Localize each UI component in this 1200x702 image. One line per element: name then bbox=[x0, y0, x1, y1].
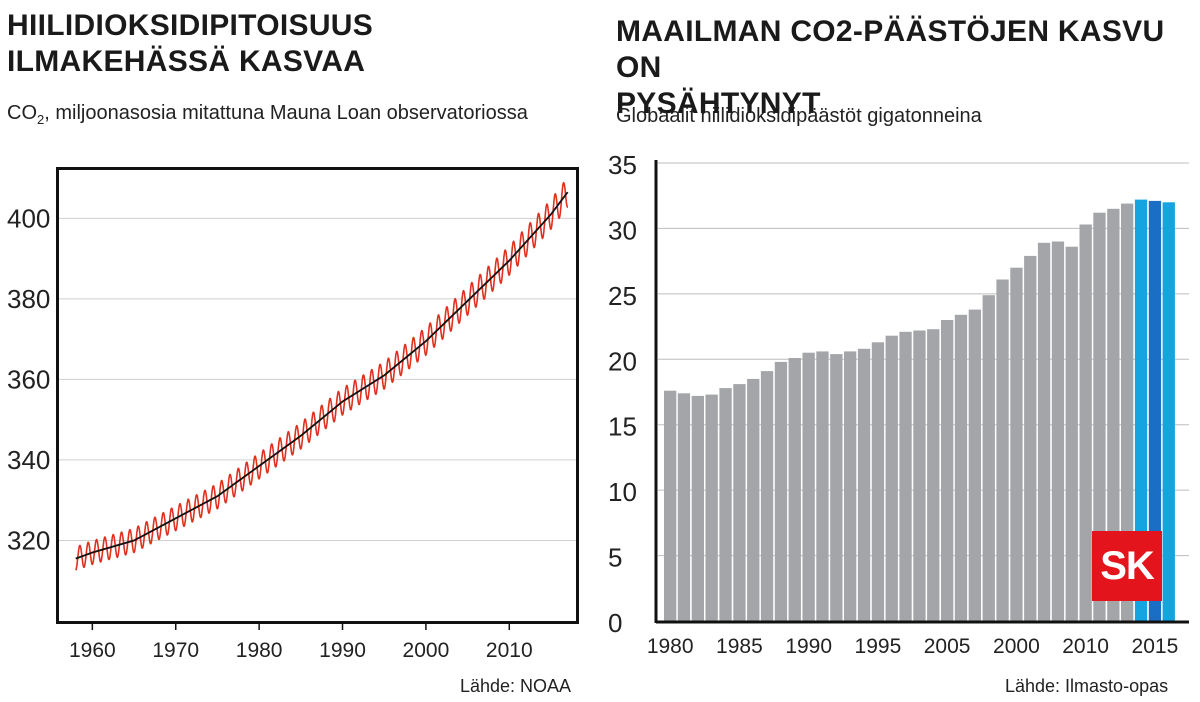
emission-bar bbox=[747, 378, 760, 621]
bar-chart-y-tick-label: 35 bbox=[608, 150, 637, 180]
left-title: HIILIDIOKSIDIPITOISUUS ILMAKEHÄSSÄ KASVA… bbox=[7, 8, 373, 80]
bar-chart-y-tick-label: 0 bbox=[608, 608, 622, 638]
line-chart-x-tick-label: 1960 bbox=[69, 639, 116, 662]
emission-bar bbox=[885, 335, 898, 621]
emission-bar bbox=[830, 354, 843, 621]
emission-bar bbox=[733, 384, 746, 621]
emission-bar bbox=[760, 371, 774, 621]
bar-chart-x-axis: 1980 1985 1990 1995 2005 2000 2010 2015 bbox=[647, 635, 1178, 658]
emission-bar bbox=[996, 279, 1009, 621]
left-title-line2: ILMAKEHÄSSÄ KASVAA bbox=[7, 45, 366, 78]
bar-chart-x-tick-label: 1985 bbox=[716, 635, 763, 658]
emission-bar bbox=[774, 361, 788, 621]
line-chart-x-axis: 1960 1970 1980 1990 2000 2010 bbox=[69, 623, 533, 662]
line-chart-y-tick-label: 380 bbox=[7, 284, 50, 314]
line-chart-gridlines bbox=[59, 217, 576, 541]
right-subtitle: Globaalit hiilidioksidipäästöt gigatonne… bbox=[616, 105, 982, 127]
left-subtitle-co: CO bbox=[7, 102, 37, 124]
emission-bar bbox=[677, 393, 691, 621]
bar-chart-x-tick-label: 2000 bbox=[993, 635, 1040, 658]
emission-bar bbox=[871, 342, 885, 621]
bar-chart-y-tick-label: 5 bbox=[608, 543, 622, 573]
emission-bar bbox=[1107, 208, 1120, 622]
line-chart-y-axis: 320 340 360 380 400 bbox=[7, 203, 50, 555]
emission-bar bbox=[1051, 241, 1065, 621]
emission-bar bbox=[1037, 242, 1051, 622]
emission-bar bbox=[913, 330, 926, 621]
line-chart-x-tick-label: 1990 bbox=[319, 639, 366, 662]
right-title-line2: PYSÄHTYNYT bbox=[616, 87, 821, 120]
bar-chart-y-tick-label: 20 bbox=[608, 346, 637, 376]
trend-co2-line bbox=[75, 191, 569, 560]
emission-bar bbox=[927, 329, 940, 621]
bar-chart-y-axis: 0 5 10 15 20 25 30 35 bbox=[608, 150, 637, 638]
emissions-bar-chart: 0 5 10 15 20 25 30 35 1980 1985 1990 1995 2005 2000 2… bbox=[608, 150, 1189, 658]
emission-bar bbox=[802, 352, 815, 621]
left-subtitle: CO2, miljoonasosia mitattuna Mauna Loan … bbox=[7, 101, 528, 132]
left-title-line1: HIILIDIOKSIDIPITOISUUS bbox=[7, 9, 374, 42]
emission-bar bbox=[1024, 255, 1037, 621]
emission-bar bbox=[705, 394, 718, 621]
bar-chart-x-tick-label: 1990 bbox=[785, 635, 832, 658]
emission-bar bbox=[857, 348, 871, 621]
bar-chart-y-tick-label: 15 bbox=[608, 412, 637, 442]
emission-bar bbox=[941, 320, 954, 621]
right-title-line1: MAAILMAN CO2-PÄÄSTÖJEN KASVU ON bbox=[616, 15, 1165, 84]
line-chart-x-tick-label: 2000 bbox=[403, 639, 450, 662]
line-chart-x-tick-label: 2010 bbox=[486, 639, 533, 662]
emission-bar bbox=[691, 395, 704, 621]
emission-bar bbox=[844, 351, 857, 621]
line-chart-series bbox=[75, 181, 569, 571]
seasonal-co2-line bbox=[75, 181, 569, 571]
bar-chart-x-tick-label: 2005 bbox=[924, 635, 971, 658]
line-chart-y-tick-label: 340 bbox=[7, 445, 50, 475]
emission-bar bbox=[1148, 200, 1162, 621]
emission-bar bbox=[899, 331, 912, 621]
emission-bar bbox=[1121, 203, 1134, 621]
bar-chart-x-tick-label: 1995 bbox=[855, 635, 902, 658]
sk-logo-badge: SK bbox=[1092, 531, 1162, 601]
bar-chart-y-tick-label: 25 bbox=[608, 281, 637, 311]
emission-bar bbox=[1134, 199, 1148, 621]
emission-bar bbox=[664, 390, 677, 621]
emission-bar bbox=[968, 309, 981, 621]
emission-bar bbox=[1010, 267, 1023, 621]
emission-bar bbox=[1065, 246, 1078, 621]
bar-chart-x-tick-label: 2015 bbox=[1132, 635, 1179, 658]
line-chart-y-tick-label: 400 bbox=[7, 203, 50, 233]
emission-bar bbox=[1162, 202, 1175, 622]
emission-bar bbox=[982, 295, 995, 621]
right-source: Lähde: Ilmasto-opas bbox=[1005, 676, 1169, 696]
line-chart-x-tick-label: 1980 bbox=[236, 639, 283, 662]
line-chart-frame bbox=[56, 167, 579, 624]
emission-bar bbox=[719, 388, 732, 621]
bar-chart-x-tick-label: 1980 bbox=[647, 635, 694, 658]
co2-line-chart: 320 340 360 380 400 1960 1970 1980 1990 2000 2010 bbox=[7, 167, 579, 662]
line-chart-y-tick-label: 320 bbox=[7, 525, 50, 555]
bar-chart-y-tick-label: 30 bbox=[608, 215, 637, 245]
emission-bar bbox=[954, 314, 968, 621]
emission-bar bbox=[788, 358, 801, 621]
emission-bar bbox=[1079, 224, 1092, 621]
left-subtitle-rest: , miljoonasosia mitattuna Mauna Loan obs… bbox=[44, 102, 528, 124]
right-title: MAAILMAN CO2-PÄÄSTÖJEN KASVU ON PYSÄHTYN… bbox=[616, 14, 1200, 122]
line-chart-x-tick-label: 1970 bbox=[152, 639, 199, 662]
line-chart-y-tick-label: 360 bbox=[7, 364, 50, 394]
emission-bar bbox=[816, 351, 829, 621]
left-subtitle-sub: 2 bbox=[37, 112, 45, 127]
left-source: Lähde: NOAA bbox=[460, 676, 572, 696]
bar-chart-bars bbox=[664, 199, 1175, 622]
bar-chart-y-tick-label: 10 bbox=[608, 477, 637, 507]
bar-chart-x-tick-label: 2010 bbox=[1062, 635, 1109, 658]
emission-bar bbox=[1093, 212, 1106, 621]
